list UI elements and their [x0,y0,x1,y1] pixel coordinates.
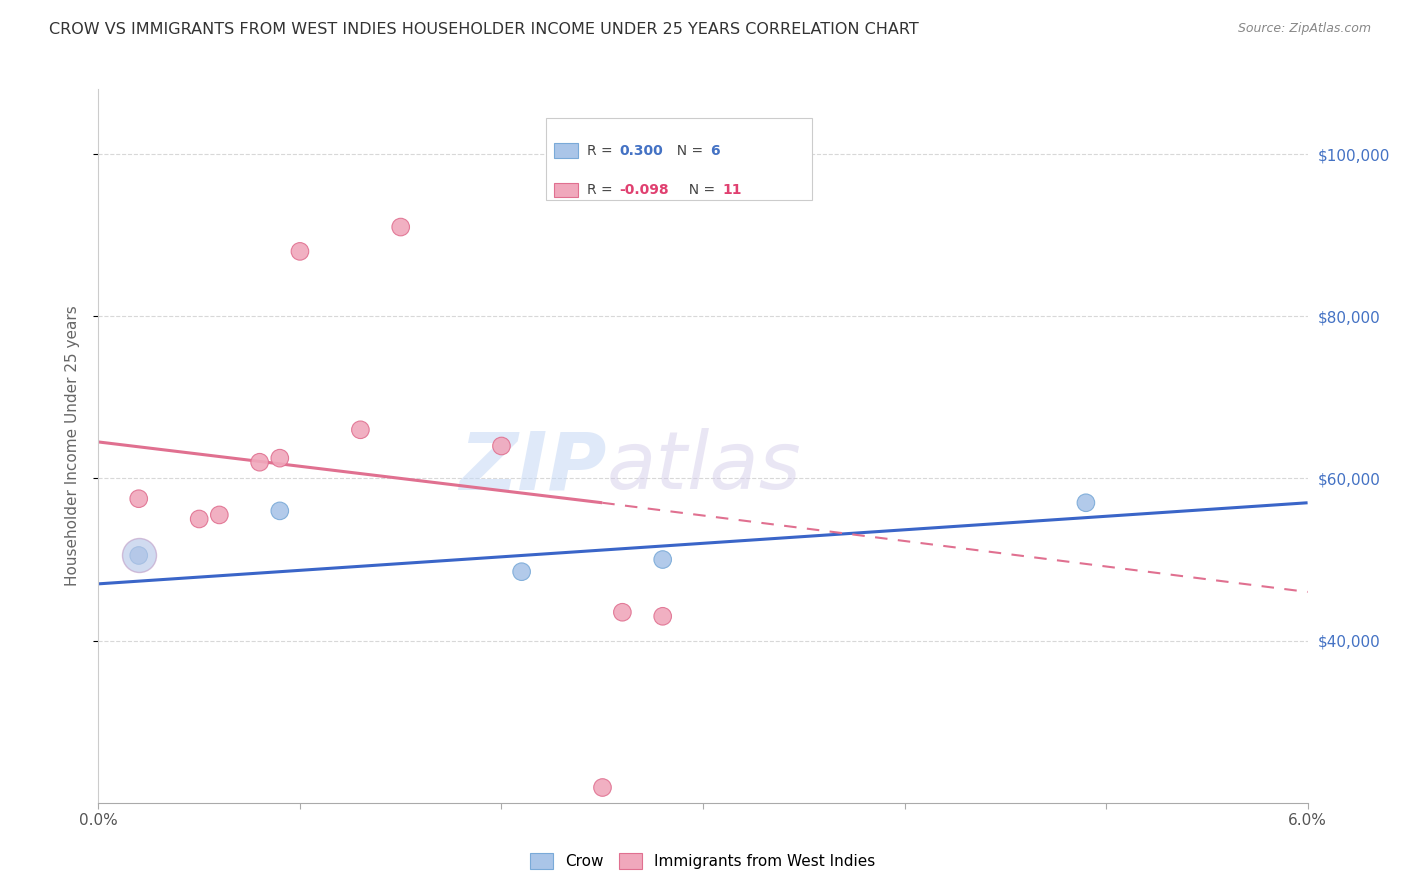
FancyBboxPatch shape [546,118,811,200]
Point [612,605,634,619]
Point [1074,496,1097,510]
Text: 0.300: 0.300 [620,144,664,158]
Text: Source: ZipAtlas.com: Source: ZipAtlas.com [1237,22,1371,36]
Point [349,423,371,437]
Text: -0.098: -0.098 [620,183,669,197]
Text: 6: 6 [710,144,720,158]
Legend: Crow, Immigrants from West Indies: Crow, Immigrants from West Indies [524,847,882,875]
Y-axis label: Householder Income Under 25 years: Householder Income Under 25 years [65,306,80,586]
Text: R =: R = [586,144,617,158]
Point [269,504,291,518]
Point [128,491,150,506]
Point [591,780,613,794]
FancyBboxPatch shape [554,144,578,158]
Point [128,549,150,563]
Text: R =: R = [586,183,617,197]
Text: atlas: atlas [606,428,801,507]
FancyBboxPatch shape [554,183,578,197]
Text: 11: 11 [723,183,742,197]
Text: N =: N = [668,144,707,158]
Point [188,512,211,526]
Point [510,565,533,579]
Text: N =: N = [681,183,720,197]
Point [269,451,291,466]
Point [491,439,513,453]
Point [389,220,412,235]
Text: ZIP: ZIP [458,428,606,507]
Text: CROW VS IMMIGRANTS FROM WEST INDIES HOUSEHOLDER INCOME UNDER 25 YEARS CORRELATIO: CROW VS IMMIGRANTS FROM WEST INDIES HOUS… [49,22,920,37]
Point [651,552,673,566]
Point [208,508,231,522]
Point [128,549,150,563]
Point [288,244,311,259]
Point [249,455,271,469]
Point [651,609,673,624]
